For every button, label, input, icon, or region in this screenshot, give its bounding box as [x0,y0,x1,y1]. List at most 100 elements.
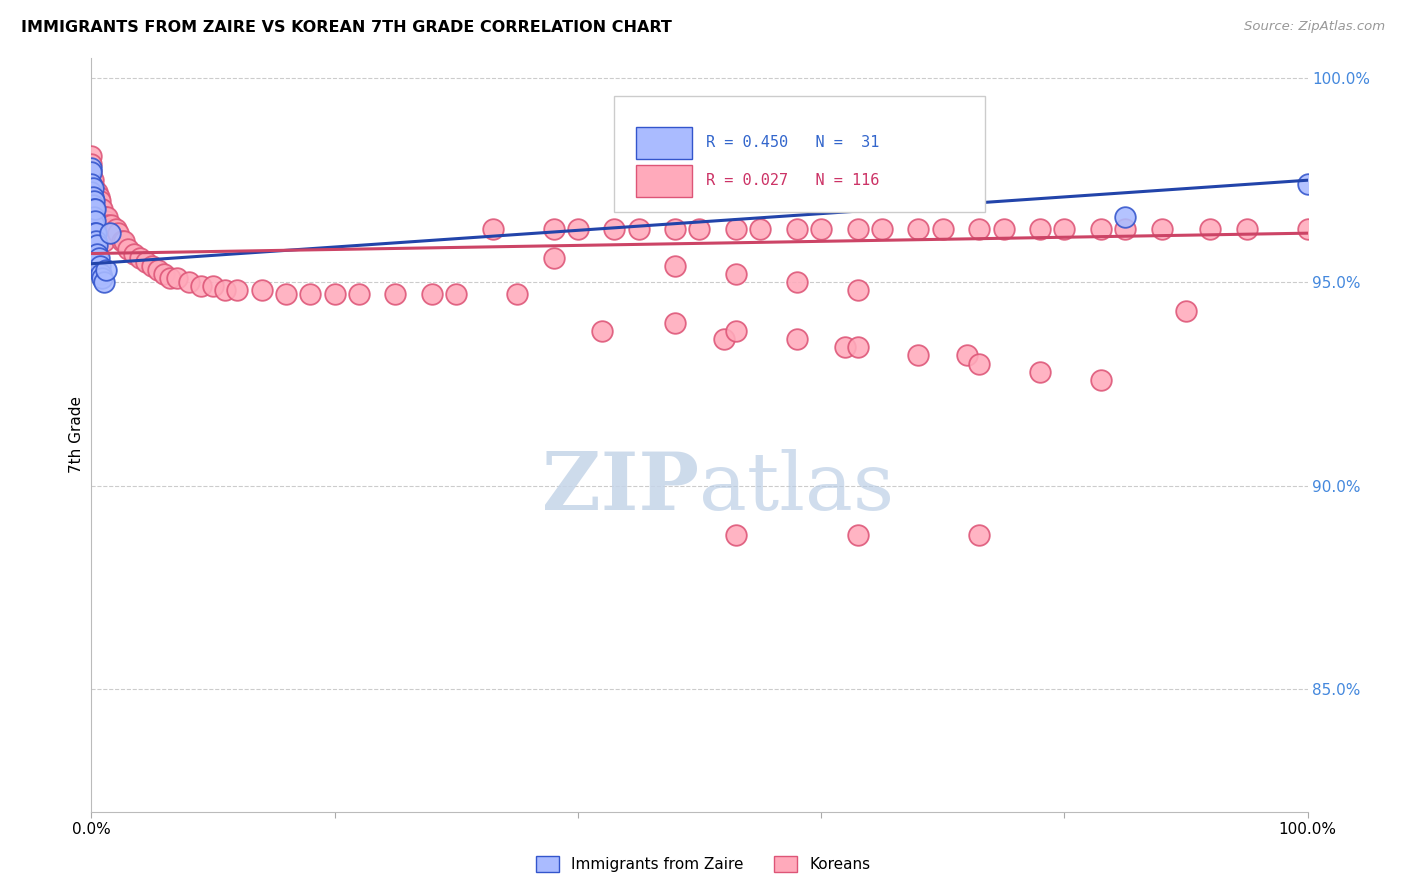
Point [82,181,104,195]
Point [931,222,953,236]
Point [907,348,929,362]
Point [1236,222,1258,236]
Point [688,222,710,236]
Point [724,267,747,281]
Point [94,214,117,228]
Text: ZIP: ZIP [543,449,699,526]
Point [506,287,529,301]
Point [1114,210,1136,224]
Point [94,263,117,277]
Point [543,222,565,236]
Point [967,357,990,371]
Point [83,230,105,244]
Point [834,340,856,354]
Point [80,178,103,192]
Point [250,283,273,297]
Point [89,218,111,232]
Point [603,222,626,236]
Point [80,157,103,171]
Point [166,271,188,285]
Point [82,202,104,216]
Point [107,226,129,240]
Point [80,165,103,179]
Point [82,210,104,224]
Point [664,222,686,236]
Point [93,222,115,236]
Point [82,194,104,208]
Point [96,222,118,236]
Point [80,186,103,200]
Point [202,279,225,293]
Text: R = 0.027   N = 116: R = 0.027 N = 116 [706,172,879,187]
Point [1090,373,1112,387]
Point [87,251,110,265]
Point [80,173,103,187]
Point [84,194,107,208]
Point [89,206,111,220]
Point [83,202,105,216]
Point [724,527,747,541]
Point [96,210,118,224]
Point [122,246,145,260]
Point [112,235,135,249]
Text: Source: ZipAtlas.com: Source: ZipAtlas.com [1244,20,1385,33]
Point [91,271,114,285]
Point [90,202,112,216]
Point [82,197,104,211]
Point [103,226,125,240]
Point [84,226,107,240]
Point [104,222,127,236]
Point [907,222,929,236]
Point [177,275,200,289]
Point [846,222,869,236]
Point [129,251,152,265]
Point [1150,222,1173,236]
Point [299,287,322,301]
Point [83,181,105,195]
Point [84,202,107,216]
FancyBboxPatch shape [637,165,692,196]
Point [98,226,121,240]
Point [214,283,236,297]
Point [846,340,869,354]
Point [84,197,107,211]
Point [86,186,108,200]
Point [1296,178,1319,192]
Point [83,218,105,232]
Point [567,222,589,236]
Point [190,279,212,293]
Point [83,218,105,232]
Point [87,218,110,232]
Point [724,222,747,236]
Point [664,259,686,273]
Point [83,206,105,220]
Point [94,210,117,224]
Point [870,222,893,236]
Point [627,222,650,236]
Point [90,267,112,281]
Point [226,283,249,297]
Point [80,165,103,179]
Point [1053,222,1076,236]
Point [82,189,104,203]
Point [97,218,120,232]
Point [1175,303,1198,318]
Point [135,254,157,268]
Point [91,202,114,216]
Point [84,226,107,240]
Point [481,222,503,236]
Point [83,210,105,224]
Point [664,316,686,330]
Point [159,271,181,285]
Point [1199,222,1222,236]
Point [82,214,104,228]
Point [86,197,108,211]
Point [98,222,121,236]
Point [347,287,370,301]
Point [82,173,104,187]
Point [87,202,110,216]
Point [1090,222,1112,236]
Point [724,324,747,338]
Text: IMMIGRANTS FROM ZAIRE VS KOREAN 7TH GRADE CORRELATION CHART: IMMIGRANTS FROM ZAIRE VS KOREAN 7TH GRAD… [21,20,672,35]
Point [1114,222,1136,236]
